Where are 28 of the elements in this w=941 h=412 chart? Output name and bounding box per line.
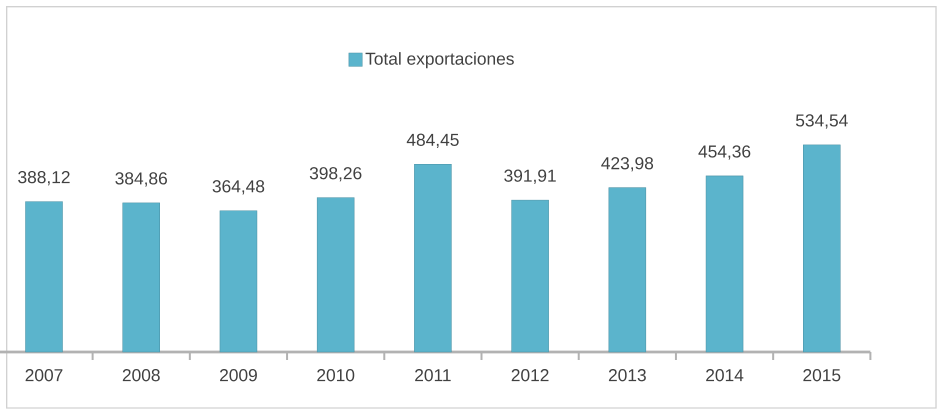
data-label: 388,12 (18, 171, 70, 186)
data-label: 484,45 (406, 134, 459, 148)
bar (706, 176, 744, 352)
bar (316, 197, 354, 352)
x-tick-label: 2009 (220, 369, 257, 382)
x-tick-label: 2010 (317, 369, 354, 382)
bar (803, 144, 841, 352)
x-tick-label: 2015 (803, 369, 840, 382)
x-tick-label: 2011 (415, 369, 451, 382)
x-tick-label: 2013 (608, 369, 646, 382)
x-tick-label: 2012 (512, 369, 549, 382)
bar (122, 202, 160, 352)
data-label: 384,86 (115, 172, 167, 187)
bar (25, 201, 63, 352)
x-tick-label: 2007 (26, 369, 62, 382)
data-label: 398,26 (310, 167, 362, 182)
x-tick-label: 2014 (706, 369, 744, 382)
bar (220, 210, 258, 352)
x-tick-label: 2008 (122, 369, 160, 382)
data-label: 534,54 (796, 114, 848, 129)
data-label: 423,98 (601, 157, 654, 172)
bar (414, 164, 452, 352)
legend-label: Total exportaciones (366, 52, 514, 68)
data-label: 454,36 (698, 145, 750, 160)
bar (511, 200, 549, 352)
data-label: 391,91 (504, 170, 556, 184)
data-label: 364,48 (212, 180, 264, 194)
bar (608, 187, 646, 352)
